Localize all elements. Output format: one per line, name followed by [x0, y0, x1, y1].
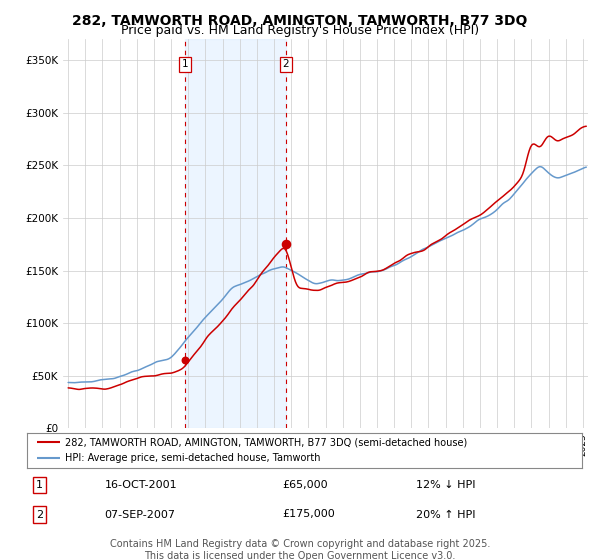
Point	[180, 356, 190, 365]
Text: £175,000: £175,000	[283, 510, 335, 520]
Text: 1: 1	[36, 480, 43, 490]
Text: 20% ↑ HPI: 20% ↑ HPI	[415, 510, 475, 520]
Text: 282, TAMWORTH ROAD, AMINGTON, TAMWORTH, B77 3DQ (semi-detached house): 282, TAMWORTH ROAD, AMINGTON, TAMWORTH, …	[65, 437, 467, 447]
Text: Price paid vs. HM Land Registry's House Price Index (HPI): Price paid vs. HM Land Registry's House …	[121, 24, 479, 38]
Text: 2: 2	[35, 510, 43, 520]
Text: 07-SEP-2007: 07-SEP-2007	[105, 510, 176, 520]
Text: £65,000: £65,000	[283, 480, 328, 490]
Text: 12% ↓ HPI: 12% ↓ HPI	[415, 480, 475, 490]
Text: 2: 2	[283, 59, 289, 69]
Text: 1: 1	[181, 59, 188, 69]
Point	[281, 240, 290, 249]
Text: 282, TAMWORTH ROAD, AMINGTON, TAMWORTH, B77 3DQ: 282, TAMWORTH ROAD, AMINGTON, TAMWORTH, …	[73, 14, 527, 28]
Text: HPI: Average price, semi-detached house, Tamworth: HPI: Average price, semi-detached house,…	[65, 453, 320, 463]
Bar	[185, 39, 286, 428]
Text: 16-OCT-2001: 16-OCT-2001	[105, 480, 178, 490]
Text: Contains HM Land Registry data © Crown copyright and database right 2025.
This d: Contains HM Land Registry data © Crown c…	[110, 539, 490, 560]
